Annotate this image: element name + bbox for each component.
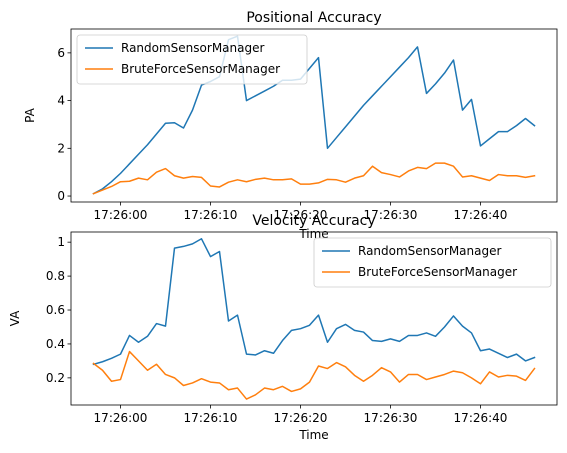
chart-1-title: Velocity Accuracy [252, 213, 375, 229]
chart-1-series-random-sensor-manager [92, 238, 536, 366]
chart-1-y-axis-label: VA [8, 310, 22, 326]
chart-1-x-tick-label: 17:26:30 [364, 411, 418, 425]
chart-1-x-tick-label: 17:26:20 [274, 411, 328, 425]
chart-0-legend-label-random-sensor-manager: RandomSensorManager [121, 41, 264, 55]
chart-0-y-tick-label: 2 [57, 141, 65, 155]
chart-1-x-tick-label: 17:26:00 [94, 411, 148, 425]
chart-1-y-tick-label: 0.8 [46, 269, 65, 283]
chart-0-y-axis-label: PA [23, 107, 37, 122]
positional-accuracy-chart: Positional Accuracy 17:26:00 17:26:10 17:26… [23, 10, 558, 241]
velocity-accuracy-chart: Velocity Accuracy 17:26:00 17:26:10 17:26:2… [8, 213, 558, 442]
chart-1-plot-frame [70, 231, 558, 406]
chart-1-legend-label-brute-force-sensor-manager: BruteForceSensorManager [358, 265, 517, 279]
chart-0-legend: RandomSensorManager BruteForceSensorManag… [76, 34, 308, 85]
chart-0-x-tick-label: 17:26:40 [454, 208, 508, 222]
chart-0-series-random-sensor-manager [92, 35, 536, 195]
chart-0-y-tick-label: 0 [57, 189, 65, 203]
chart-1-legend-box [313, 237, 552, 288]
chart-0-x-axis-label: Time [298, 227, 328, 241]
chart-0-x-tick-label: 17:26:20 [274, 208, 328, 222]
chart-0-x-tick-label: 17:26:00 [94, 208, 148, 222]
chart-1-y-tick-label: 0.4 [46, 337, 65, 351]
chart-1-legend: RandomSensorManager BruteForceSensorManag… [313, 237, 552, 288]
chart-1-y-tick-label: 1 [57, 235, 65, 249]
chart-0-x-tick-label: 17:26:30 [364, 208, 418, 222]
chart-0-legend-label-brute-force-sensor-manager: BruteForceSensorManager [121, 62, 280, 76]
chart-1-series-brute-force-sensor-manager [92, 350, 536, 400]
chart-0-y-tick-label: 4 [57, 94, 65, 108]
chart-0-legend-box [76, 34, 308, 85]
chart-0-plot-frame [70, 28, 558, 203]
chart-0-title: Positional Accuracy [246, 10, 381, 26]
chart-1-x-tick-label: 17:26:10 [184, 411, 238, 425]
chart-0-x-tick-label: 17:26:10 [184, 208, 238, 222]
chart-1-y-tick-label: 0.6 [46, 303, 65, 317]
chart-0-y-tick-label: 6 [57, 46, 65, 60]
chart-1-x-axis-label: Time [298, 428, 328, 442]
chart-1-legend-label-random-sensor-manager: RandomSensorManager [358, 244, 501, 258]
chart-1-x-tick-label: 17:26:40 [454, 411, 508, 425]
chart-1-y-tick-label: 0.2 [46, 371, 65, 385]
chart-0-series-brute-force-sensor-manager [92, 162, 536, 195]
